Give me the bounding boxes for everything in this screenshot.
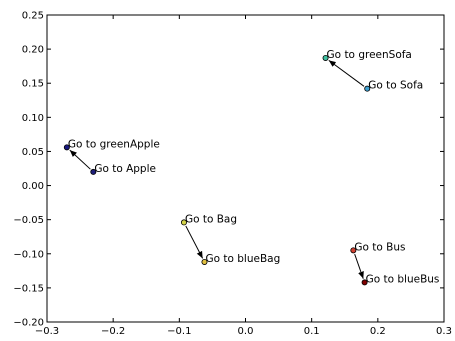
point-label: Go to greenApple <box>68 138 160 150</box>
x-tick-label: −0.1 <box>167 326 191 337</box>
y-tick-label: 0.15 <box>22 79 44 90</box>
data-point <box>201 258 208 265</box>
data-point <box>364 85 371 92</box>
arrow <box>69 149 91 170</box>
points: Go to Apple Go to greenApple Go to Bag Go t… <box>63 49 440 286</box>
y-tick-label: 0.25 <box>22 11 44 22</box>
point-label: Go to Sofa <box>368 80 423 92</box>
y-tick-label: 0.10 <box>22 113 44 124</box>
x-tick-label: −0.2 <box>101 326 125 337</box>
point-label: Go to greenSofa <box>327 49 412 61</box>
data-point <box>322 54 329 61</box>
arrows <box>69 59 365 279</box>
point-label: Go to blueBag <box>205 253 280 265</box>
y-tick-label: −0.10 <box>13 249 44 260</box>
x-tick-label: 0.1 <box>304 326 320 337</box>
point-label: Go to Bag <box>185 213 237 225</box>
x-tick-label: 0.0 <box>238 326 254 337</box>
x-tick-label: 0.2 <box>370 326 386 337</box>
data-point <box>350 247 357 254</box>
arrow <box>328 59 365 87</box>
arrow <box>185 225 204 259</box>
point-label: Go to Bus <box>354 241 405 253</box>
axis-ticks: −0.3 −0.2 −0.1 0.0 0.1 0.2 0.3 −0.20 −0.15 −0.10 −… <box>13 11 452 338</box>
y-tick-label: −0.20 <box>13 318 44 329</box>
x-tick-label: 0.3 <box>436 326 452 337</box>
y-tick-label: 0.05 <box>22 147 44 158</box>
point-label: Go to Apple <box>94 163 156 175</box>
point-label: Go to blueBus <box>366 273 440 285</box>
data-point <box>180 219 187 226</box>
y-tick-label: −0.15 <box>13 283 44 294</box>
y-tick-label: 0.00 <box>22 181 44 192</box>
plot-area <box>46 14 445 323</box>
y-tick-label: −0.05 <box>13 215 44 226</box>
x-tick-label: −0.3 <box>35 326 59 337</box>
data-point <box>90 168 97 175</box>
data-point <box>361 279 368 286</box>
y-tick-label: 0.20 <box>22 45 44 56</box>
arrow <box>354 253 364 279</box>
data-point <box>63 144 70 151</box>
